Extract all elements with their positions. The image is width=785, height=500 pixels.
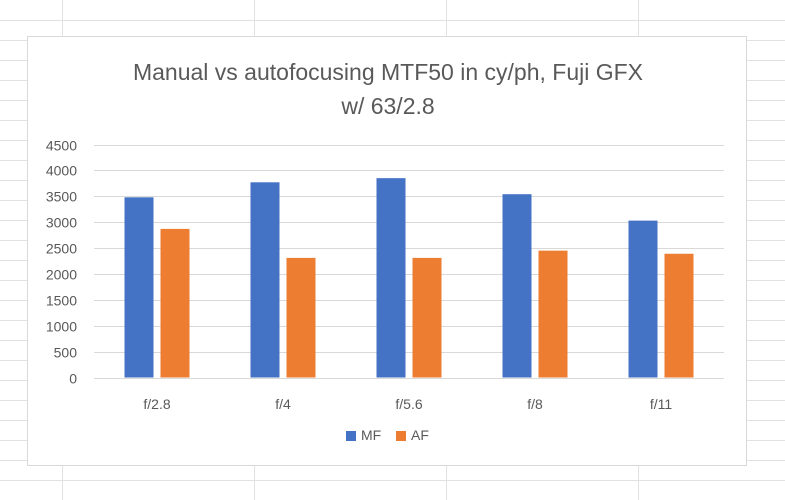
bar-mf-f8[interactable] xyxy=(502,194,532,378)
legend: MF AF xyxy=(346,427,429,443)
bar-mf-f4[interactable] xyxy=(250,182,280,378)
y-tick-label: 2000 xyxy=(46,267,77,283)
chart-plot: 0 500 1000 1500 2000 2500 3000 3500 4000 4500 f/2.… xyxy=(46,138,724,443)
chart-title: Manual vs autofocusing MTF50 in cy/ph, F… xyxy=(28,55,748,123)
legend-item[interactable]: AF xyxy=(396,427,429,443)
chart-title-line-2: w/ 63/2.8 xyxy=(341,93,435,119)
x-tick-label: f/5.6 xyxy=(395,396,422,412)
legend-swatch xyxy=(346,431,356,441)
x-tick-label: f/11 xyxy=(650,396,673,412)
bar-af-f4[interactable] xyxy=(286,257,316,378)
y-tick-label: 1500 xyxy=(46,293,77,309)
y-tick-label: 3000 xyxy=(46,215,77,231)
bar-mf-f28[interactable] xyxy=(124,197,154,378)
chart-area[interactable]: Manual vs autofocusing MTF50 in cy/ph, F… xyxy=(27,36,747,466)
legend-label: AF xyxy=(411,427,429,443)
bar-af-f11[interactable] xyxy=(664,253,694,378)
y-tick-label: 2500 xyxy=(46,241,77,257)
bar-mf-f11[interactable] xyxy=(628,220,658,378)
legend-swatch xyxy=(396,431,406,441)
x-tick-label: f/2.8 xyxy=(143,396,170,412)
y-tick-label: 1000 xyxy=(46,319,77,335)
y-tick-label: 4000 xyxy=(46,163,77,179)
bar-mf-f56[interactable] xyxy=(376,178,406,378)
x-tick-label: f/8 xyxy=(527,396,543,412)
bar-af-f56[interactable] xyxy=(412,257,442,378)
chart-title-line-1: Manual vs autofocusing MTF50 in cy/ph, F… xyxy=(132,59,644,85)
legend-label: MF xyxy=(361,427,381,443)
y-tick-label: 3500 xyxy=(46,189,77,205)
bar-af-f8[interactable] xyxy=(538,250,568,378)
y-tick-label: 500 xyxy=(54,345,78,361)
x-tick-label: f/4 xyxy=(275,396,291,412)
bar-af-f28[interactable] xyxy=(160,228,190,378)
y-tick-label: 4500 xyxy=(46,138,77,154)
y-tick-label: 0 xyxy=(69,371,77,387)
legend-item[interactable]: MF xyxy=(346,427,381,443)
